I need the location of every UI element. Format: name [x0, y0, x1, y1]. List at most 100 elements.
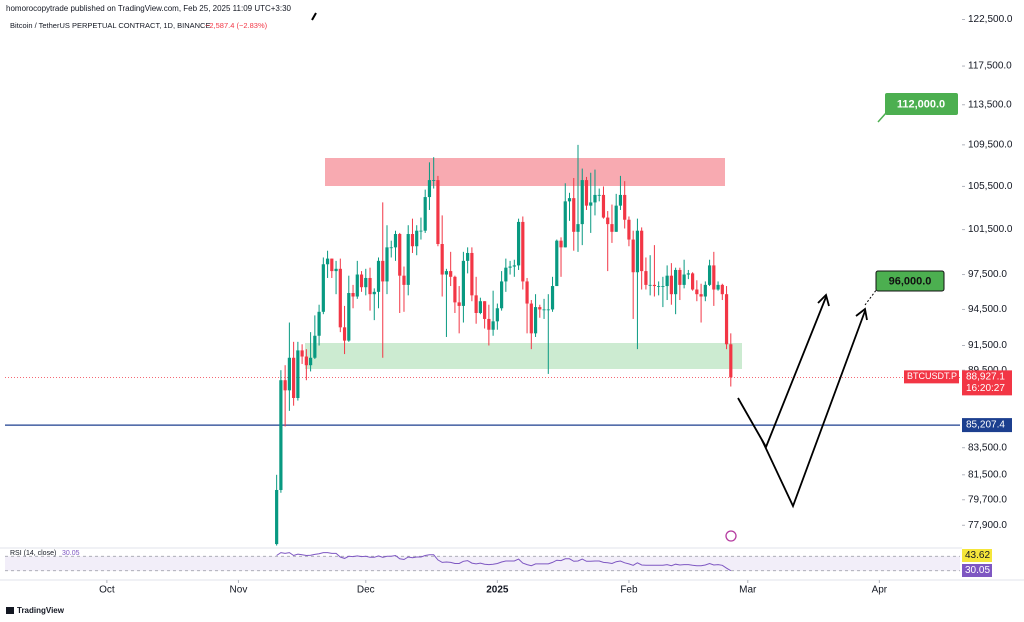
y-tick-label: 81,500.0	[968, 469, 1007, 480]
target-label: 112,000.0	[897, 98, 945, 110]
candle-body	[491, 321, 495, 330]
candle-body	[572, 198, 576, 232]
candle-body	[436, 180, 440, 245]
y-tick-label: 77,900.0	[968, 520, 1007, 531]
candles	[275, 144, 733, 546]
x-tick-label: Feb	[620, 585, 638, 596]
y-axis: 122,500.0 117,500.0 113,500.0 109,500.0 105,…	[962, 14, 1013, 531]
candle-body	[695, 289, 699, 295]
candle-body	[542, 309, 546, 311]
candle-body	[699, 294, 703, 297]
candle-body	[453, 276, 457, 303]
candle-body	[529, 303, 533, 334]
candle-body	[487, 318, 491, 330]
candle-body	[584, 180, 589, 206]
candle-body	[567, 198, 572, 202]
candle-body	[457, 302, 461, 306]
y-tick-label: 101,500.0	[968, 224, 1013, 235]
candle-body	[657, 286, 661, 287]
candle-body	[449, 271, 453, 277]
rsi-ma-label: 43.62	[965, 550, 990, 561]
x-tick-label: Dec	[357, 585, 375, 596]
alert-icon	[725, 530, 737, 542]
pen-mark	[311, 12, 317, 21]
support-zone	[305, 343, 742, 369]
footer-brand: TradingView	[17, 606, 65, 615]
arrow-head	[855, 307, 868, 321]
y-tick-label: 122,500.0	[968, 14, 1013, 25]
publish-header: homorocopytrade published on TradingView…	[6, 4, 292, 13]
candle-body	[559, 240, 563, 248]
target-leader	[864, 288, 878, 306]
candle-body	[576, 224, 580, 232]
candle-body	[665, 275, 669, 287]
target-leader	[877, 112, 887, 123]
candle-body	[640, 230, 644, 272]
candle-body	[292, 357, 296, 398]
candle-body	[393, 234, 398, 248]
y-tick-label: 94,500.0	[968, 304, 1007, 315]
candle-body	[347, 293, 351, 341]
candle-body	[398, 234, 402, 276]
candle-body	[550, 286, 555, 310]
symbol-label: BTCUSDT.P	[907, 371, 957, 381]
candle-body	[406, 234, 410, 285]
candle-body	[351, 293, 355, 297]
candle-body	[300, 350, 304, 357]
candle-body	[678, 269, 682, 285]
candle-body	[508, 266, 512, 268]
candle-body	[516, 221, 521, 266]
y-tick-label: 79,700.0	[968, 494, 1007, 505]
grid-layer	[5, 376, 960, 426]
price-label-box	[962, 370, 1012, 396]
candle-body	[580, 180, 584, 225]
candle-body	[470, 252, 474, 296]
candle-body	[627, 219, 631, 240]
symbol-label-box	[904, 370, 959, 384]
candle-body	[359, 274, 364, 288]
candle-body	[729, 344, 733, 378]
candle-body	[525, 281, 529, 304]
candle-body	[601, 194, 606, 218]
candle-body	[635, 230, 640, 273]
price-change: −2,587.4 (−2.83%)	[205, 21, 268, 30]
candle-body	[342, 327, 347, 341]
candle-body	[483, 301, 487, 319]
candle-body	[368, 277, 372, 295]
candle-body	[686, 273, 690, 275]
candle-body	[330, 258, 334, 272]
symbol-title: Bitcoin / TetherUS PERPETUAL CONTRACT, 1…	[10, 21, 210, 30]
x-tick-label: Nov	[230, 585, 248, 596]
target-label-box	[885, 93, 958, 115]
candle-body	[334, 268, 338, 272]
x-axis: Oct Nov Dec 2025 Feb Mar Apr	[99, 580, 888, 596]
candle-body	[381, 260, 385, 282]
y-tick-label: 113,500.0	[968, 99, 1012, 110]
candle-body	[712, 265, 716, 290]
candle-body	[504, 267, 508, 282]
candle-body	[589, 202, 593, 206]
x-tick-label: Mar	[739, 585, 757, 596]
candle-body	[720, 284, 724, 295]
candle-body	[287, 357, 291, 391]
x-tick-label: 2025	[486, 585, 509, 596]
candle-body	[606, 217, 610, 225]
countdown-label: 16:20:27	[966, 383, 1005, 394]
rsi-ma-box	[962, 549, 992, 562]
candle-body	[648, 284, 652, 286]
y-tick-label: 105,500.0	[968, 181, 1013, 192]
price-labels: 85,207.4 BTCUSDT.P 88,927.116:20:27 43.62 30…	[904, 370, 1012, 577]
candle-body	[563, 201, 567, 248]
candle-body	[338, 268, 342, 328]
candle-body	[682, 274, 686, 285]
y-tick-label: 89,500.0	[968, 365, 1007, 376]
candle-body	[415, 230, 419, 247]
rsi-pane	[5, 552, 960, 572]
candle-body	[432, 180, 436, 181]
candle-body	[533, 307, 538, 334]
rsi-value: 30.05	[62, 550, 80, 557]
candle-body	[555, 240, 559, 287]
candle-body	[313, 335, 317, 358]
candle-body	[593, 194, 597, 203]
candle-body	[512, 265, 516, 267]
